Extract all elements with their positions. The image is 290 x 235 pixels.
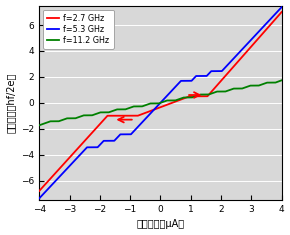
Legend: f=2.7 GHz, f=5.3 GHz, f=11.2 GHz: f=2.7 GHz, f=5.3 GHz, f=11.2 GHz [43, 10, 114, 49]
Y-axis label: 直流電圧（hf/2e）: 直流電圧（hf/2e） [6, 73, 16, 133]
X-axis label: 直流電流（μA）: 直流電流（μA） [136, 219, 184, 229]
